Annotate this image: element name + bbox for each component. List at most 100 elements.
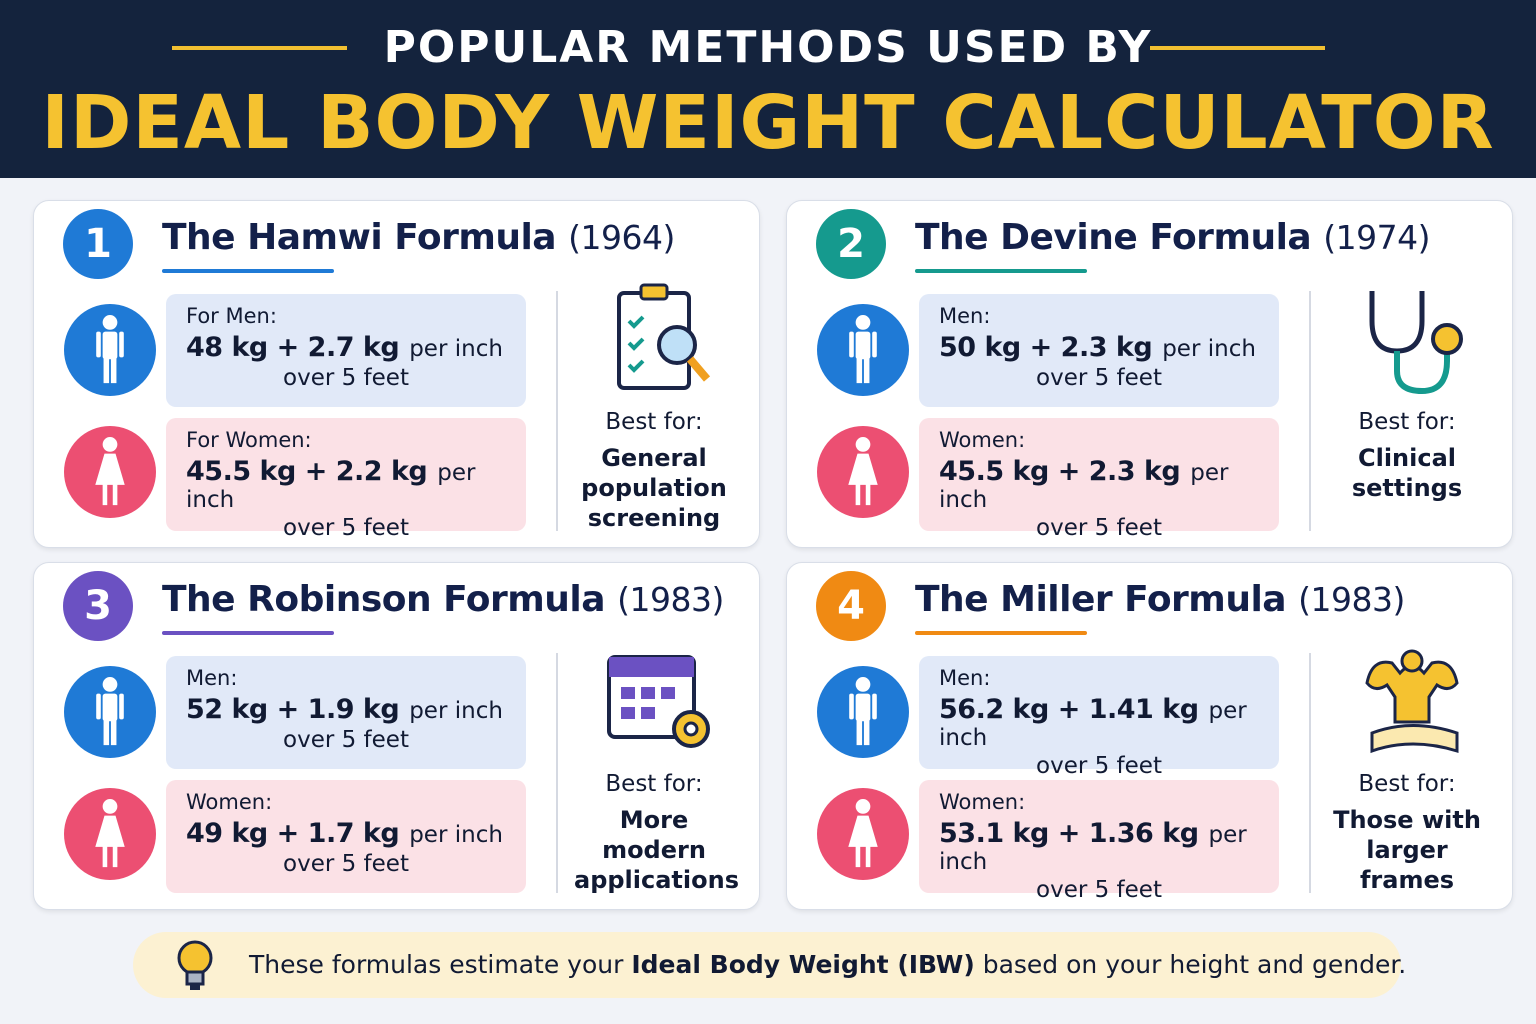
clipboard-icon (617, 283, 711, 390)
card-title: The Robinson Formula (1983) (162, 579, 724, 620)
divider (556, 653, 558, 893)
box-label: Women: (186, 790, 273, 814)
formula-unit: per inch (409, 698, 503, 724)
title-underline (915, 269, 1087, 273)
footer: These formulas estimate your Ideal Body … (133, 932, 1406, 998)
best-for: More modern applications (574, 806, 739, 894)
formula-name: The Miller Formula (915, 579, 1287, 620)
formula-card: 2 The Devine Formula (1974) Men: 50 kg + 2.… (786, 200, 1513, 548)
text: based on your height and gender. (982, 950, 1407, 979)
muscle-icon (1365, 649, 1459, 754)
best-label: Best for: (605, 409, 703, 435)
title: IDEAL BODY WEIGHT CALCULATOR (41, 80, 1495, 166)
formula-year: (1983) (617, 580, 724, 619)
women-box: Women: 49 kg + 1.7 kg per inch over 5 feet (166, 780, 526, 893)
divider (556, 291, 558, 531)
title-underline (915, 631, 1087, 635)
card-number: 3 (63, 571, 133, 641)
formula: 48 kg + 2.7 kg (186, 332, 400, 363)
footer-text: These formulas estimate your Ideal Body … (249, 950, 1406, 979)
card-number: 4 (816, 571, 886, 641)
card-number: 2 (816, 209, 886, 279)
title-underline (162, 269, 334, 273)
subtitle: POPULAR METHODS USED BY (383, 22, 1153, 73)
formula-card: 1 The Hamwi Formula (1964) For Men: 48 kg +… (33, 200, 760, 548)
women-box: For Women: 45.5 kg + 2.2 kg per inch over 5… (166, 418, 526, 541)
card-title: The Miller Formula (1983) (915, 579, 1405, 620)
box-label: Men: (939, 304, 991, 328)
decor-line (1150, 46, 1325, 50)
formula: 45.5 kg + 2.2 kg (186, 456, 428, 487)
best-label: Best for: (1358, 771, 1456, 797)
formula-name: The Robinson Formula (162, 579, 606, 620)
card-title: The Hamwi Formula (1964) (162, 217, 675, 258)
male-icon (817, 304, 909, 396)
formula-year: (1983) (1298, 580, 1405, 619)
male-icon (64, 304, 156, 396)
formula-year: (1964) (568, 218, 675, 257)
women-box: Women: 53.1 kg + 1.36 kg per inch over 5 fe… (919, 780, 1279, 903)
formula-note: over 5 feet (283, 515, 409, 541)
formula-name: The Devine Formula (915, 217, 1312, 258)
box-label: Women: (939, 428, 1026, 452)
formula-note: over 5 feet (1036, 365, 1162, 391)
best-for: Those with larger frames (1333, 806, 1481, 894)
men-box: Men: 52 kg + 1.9 kg per inch over 5 feet (166, 656, 526, 769)
formula-note: over 5 feet (1036, 877, 1162, 903)
header: POPULAR METHODS USED BY IDEAL BODY WEIGH… (0, 0, 1536, 178)
card-number: 1 (63, 209, 133, 279)
formula: 53.1 kg + 1.36 kg (939, 818, 1199, 849)
formula-unit: per inch (939, 460, 1229, 513)
formula: 45.5 kg + 2.3 kg (939, 456, 1181, 487)
men-box: Men: 56.2 kg + 1.41 kg per inch over 5 feet (919, 656, 1279, 779)
best-label: Best for: (1358, 409, 1456, 435)
formula-card: 4 The Miller Formula (1983) Men: 56.2 kg + … (786, 562, 1513, 910)
box-label: For Men: (186, 304, 277, 328)
formula: 56.2 kg + 1.41 kg (939, 694, 1199, 725)
female-icon (64, 426, 156, 518)
formula-unit: per inch (186, 460, 476, 513)
best-for: General population screening (581, 444, 727, 532)
best-for: Clinical settings (1351, 444, 1463, 502)
male-icon (64, 666, 156, 758)
women-box: Women: 45.5 kg + 2.3 kg per inch over 5 fee… (919, 418, 1279, 541)
box-label: Men: (186, 666, 238, 690)
formula-unit: per inch (939, 698, 1247, 751)
formula-unit: per inch (939, 822, 1247, 875)
female-icon (64, 788, 156, 880)
formula-unit: per inch (409, 336, 503, 362)
female-icon (817, 426, 909, 518)
calendar-icon (607, 655, 710, 748)
bulb-icon (177, 940, 213, 990)
formula-name: The Hamwi Formula (162, 217, 557, 258)
men-box: For Men: 48 kg + 2.7 kg per inch over 5 fee… (166, 294, 526, 407)
formula: 52 kg + 1.9 kg (186, 694, 400, 725)
formula-note: over 5 feet (283, 727, 409, 753)
men-box: Men: 50 kg + 2.3 kg per inch over 5 feet (919, 294, 1279, 407)
stethoscope-icon (1369, 291, 1463, 395)
formula-note: over 5 feet (1036, 515, 1162, 541)
formula: 50 kg + 2.3 kg (939, 332, 1153, 363)
formula-note: over 5 feet (283, 365, 409, 391)
formula-note: over 5 feet (283, 851, 409, 877)
text-bold: Ideal Body Weight (IBW) (631, 950, 975, 979)
divider (1309, 291, 1311, 531)
title-underline (162, 631, 334, 635)
formula: 49 kg + 1.7 kg (186, 818, 400, 849)
formula-unit: per inch (409, 822, 503, 848)
formula-card: 3 The Robinson Formula (1983) Men: 52 kg + … (33, 562, 760, 910)
decor-line (172, 46, 347, 50)
divider (1309, 653, 1311, 893)
male-icon (817, 666, 909, 758)
formula-year: (1974) (1323, 218, 1430, 257)
box-label: Women: (939, 790, 1026, 814)
text: These formulas estimate your (249, 950, 624, 979)
best-label: Best for: (605, 771, 703, 797)
box-label: Men: (939, 666, 991, 690)
female-icon (817, 788, 909, 880)
box-label: For Women: (186, 428, 312, 452)
formula-note: over 5 feet (1036, 753, 1162, 779)
card-title: The Devine Formula (1974) (915, 217, 1430, 258)
formula-unit: per inch (1162, 336, 1256, 362)
